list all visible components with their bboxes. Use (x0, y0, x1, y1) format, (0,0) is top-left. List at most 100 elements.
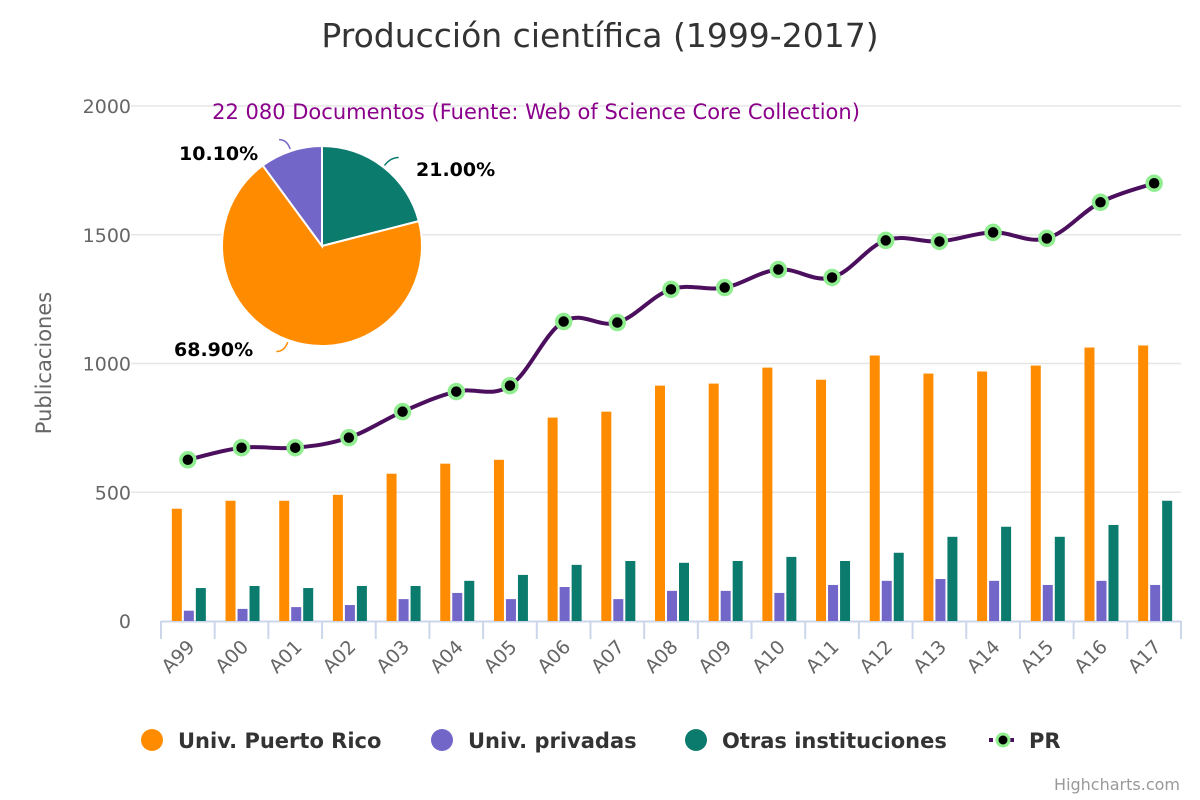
bar-univ-privadas-a04[interactable] (452, 592, 463, 621)
bar-univ-puerto-rico-a15[interactable] (1030, 365, 1041, 621)
bar-univ-privadas-a00[interactable] (237, 608, 248, 621)
bar-otras-instituciones-a01[interactable] (303, 588, 314, 621)
bar-otras-instituciones-a16[interactable] (1108, 524, 1119, 621)
bar-otras-instituciones-a11[interactable] (840, 561, 851, 621)
bar-otras-instituciones-a02[interactable] (356, 585, 367, 621)
pr-point-a05[interactable] (501, 376, 519, 395)
pie-label: 10.10% (179, 143, 258, 165)
bar-univ-puerto-rico-a10[interactable] (762, 367, 773, 621)
bar-otras-instituciones-a04[interactable] (464, 580, 475, 621)
pr-point-a04[interactable] (447, 382, 466, 401)
bar-otras-instituciones-a99[interactable] (195, 588, 206, 621)
legend-item-pr[interactable]: PR (989, 729, 1061, 753)
legend-label[interactable]: Otras instituciones (722, 729, 947, 753)
pr-point-a13[interactable] (930, 232, 949, 251)
bar-univ-privadas-a05[interactable] (505, 599, 516, 621)
bar-univ-privadas-a07[interactable] (613, 599, 624, 621)
bar-univ-privadas-a09[interactable] (720, 590, 731, 621)
x-tick-label: A16 (1070, 636, 1112, 678)
bar-univ-puerto-rico-a11[interactable] (816, 379, 827, 621)
pie-slice-otras-instituciones[interactable] (321, 144, 421, 248)
bar-univ-puerto-rico-a16[interactable] (1084, 347, 1095, 621)
legend-marker-symbol (995, 732, 1011, 748)
bar-otras-instituciones-a00[interactable] (249, 585, 260, 621)
pr-point-a17[interactable] (1145, 174, 1163, 192)
bar-univ-privadas-a16[interactable] (1096, 580, 1107, 621)
x-tick-label: A08 (641, 636, 683, 678)
legend-color-dot (431, 729, 453, 751)
x-axis: A99 A00 A01 A02 A03 A04 A05 A06 A07 A08 A09 A10 A11 A… (158, 620, 1182, 678)
pie-slice-univ-privadas[interactable] (261, 144, 323, 250)
pr-point-a11[interactable] (823, 268, 841, 287)
bar-univ-privadas-a01[interactable] (291, 607, 302, 621)
bar-univ-privadas-a11[interactable] (828, 584, 839, 621)
pie-slice-univ-puerto-rico[interactable] (221, 164, 423, 347)
bar-univ-puerto-rico-a00[interactable] (225, 500, 236, 621)
pr-point-a00[interactable] (232, 438, 251, 457)
bar-univ-privadas-a02[interactable] (344, 605, 355, 621)
bar-univ-puerto-rico-a06[interactable] (547, 417, 558, 621)
pr-point-a12[interactable] (876, 231, 895, 250)
pie-connector (383, 156, 399, 166)
credits-link[interactable]: Highcharts.com (1054, 775, 1180, 794)
pr-point-a14[interactable] (984, 223, 1002, 242)
y-axis-title: Publicaciones (32, 292, 56, 434)
pr-point-a16[interactable] (1091, 193, 1110, 212)
legend-label[interactable]: Univ. Puerto Rico (178, 729, 381, 753)
y-axis: 0 500 1000 1500 2000 (83, 96, 131, 633)
bar-otras-instituciones-a05[interactable] (517, 574, 528, 621)
bar-otras-instituciones-a03[interactable] (410, 585, 421, 621)
bar-univ-privadas-a15[interactable] (1042, 584, 1053, 621)
bar-univ-privadas-a03[interactable] (398, 599, 409, 621)
bar-univ-privadas-a12[interactable] (881, 580, 892, 621)
legend-item-univ-privadas[interactable]: Univ. privadas (431, 729, 637, 753)
bar-univ-puerto-rico-a09[interactable] (708, 383, 719, 621)
legend-item-univ-puerto-rico[interactable]: Univ. Puerto Rico (141, 729, 381, 753)
pr-point-a06[interactable] (554, 312, 573, 331)
bar-otras-instituciones-a15[interactable] (1054, 536, 1065, 621)
bar-univ-puerto-rico-a17[interactable] (1138, 345, 1149, 621)
bar-univ-puerto-rico-a05[interactable] (493, 459, 504, 621)
bar-otras-instituciones-a12[interactable] (893, 552, 904, 621)
bar-univ-puerto-rico-a12[interactable] (869, 355, 880, 621)
bar-univ-puerto-rico-a02[interactable] (332, 494, 343, 621)
bar-univ-privadas-a14[interactable] (989, 580, 1000, 621)
legend-label[interactable]: Univ. privadas (468, 729, 637, 753)
bar-univ-puerto-rico-a13[interactable] (923, 373, 934, 621)
bar-otras-instituciones-a14[interactable] (1001, 526, 1012, 621)
bar-univ-puerto-rico-a03[interactable] (386, 473, 397, 621)
bar-univ-privadas-a10[interactable] (774, 592, 785, 621)
pr-point-a03[interactable] (393, 402, 412, 421)
bar-otras-instituciones-a07[interactable] (625, 561, 636, 621)
bar-univ-puerto-rico-a99[interactable] (171, 508, 182, 621)
legend-label[interactable]: PR (1029, 729, 1061, 753)
x-tick-label: A14 (963, 636, 1005, 678)
pr-point-a07[interactable] (608, 313, 627, 332)
bar-univ-privadas-a13[interactable] (935, 579, 946, 621)
pr-point-a15[interactable] (1038, 229, 1056, 248)
chart-subtitle: 22 080 Documentos (Fuente: Web of Scienc… (212, 100, 860, 124)
legend-item-otras-instituciones[interactable]: Otras instituciones (685, 729, 947, 753)
pr-point-a10[interactable] (769, 260, 788, 279)
pr-point-a09[interactable] (715, 278, 734, 297)
bar-otras-instituciones-a06[interactable] (571, 564, 582, 621)
pr-point-a01[interactable] (286, 438, 304, 457)
bar-univ-puerto-rico-a07[interactable] (601, 411, 612, 621)
bar-univ-privadas-a17[interactable] (1150, 584, 1161, 621)
x-tick-label: A00 (211, 636, 253, 678)
bar-otras-instituciones-a13[interactable] (947, 536, 958, 621)
pr-point-a99[interactable] (179, 451, 197, 469)
bar-univ-privadas-a08[interactable] (667, 590, 677, 621)
bar-otras-instituciones-a08[interactable] (679, 562, 689, 621)
bar-univ-privadas-a06[interactable] (559, 587, 570, 621)
bar-otras-instituciones-a09[interactable] (732, 561, 743, 621)
pr-point-a08[interactable] (662, 280, 680, 299)
bar-otras-instituciones-a17[interactable] (1162, 500, 1173, 621)
bar-univ-puerto-rico-a08[interactable] (655, 385, 665, 621)
bar-univ-privadas-a99[interactable] (183, 610, 194, 621)
bar-univ-puerto-rico-a14[interactable] (977, 371, 988, 621)
pr-point-a02[interactable] (340, 428, 358, 447)
bar-univ-puerto-rico-a04[interactable] (440, 463, 451, 621)
bar-otras-instituciones-a10[interactable] (786, 556, 797, 621)
bar-univ-puerto-rico-a01[interactable] (279, 500, 290, 621)
